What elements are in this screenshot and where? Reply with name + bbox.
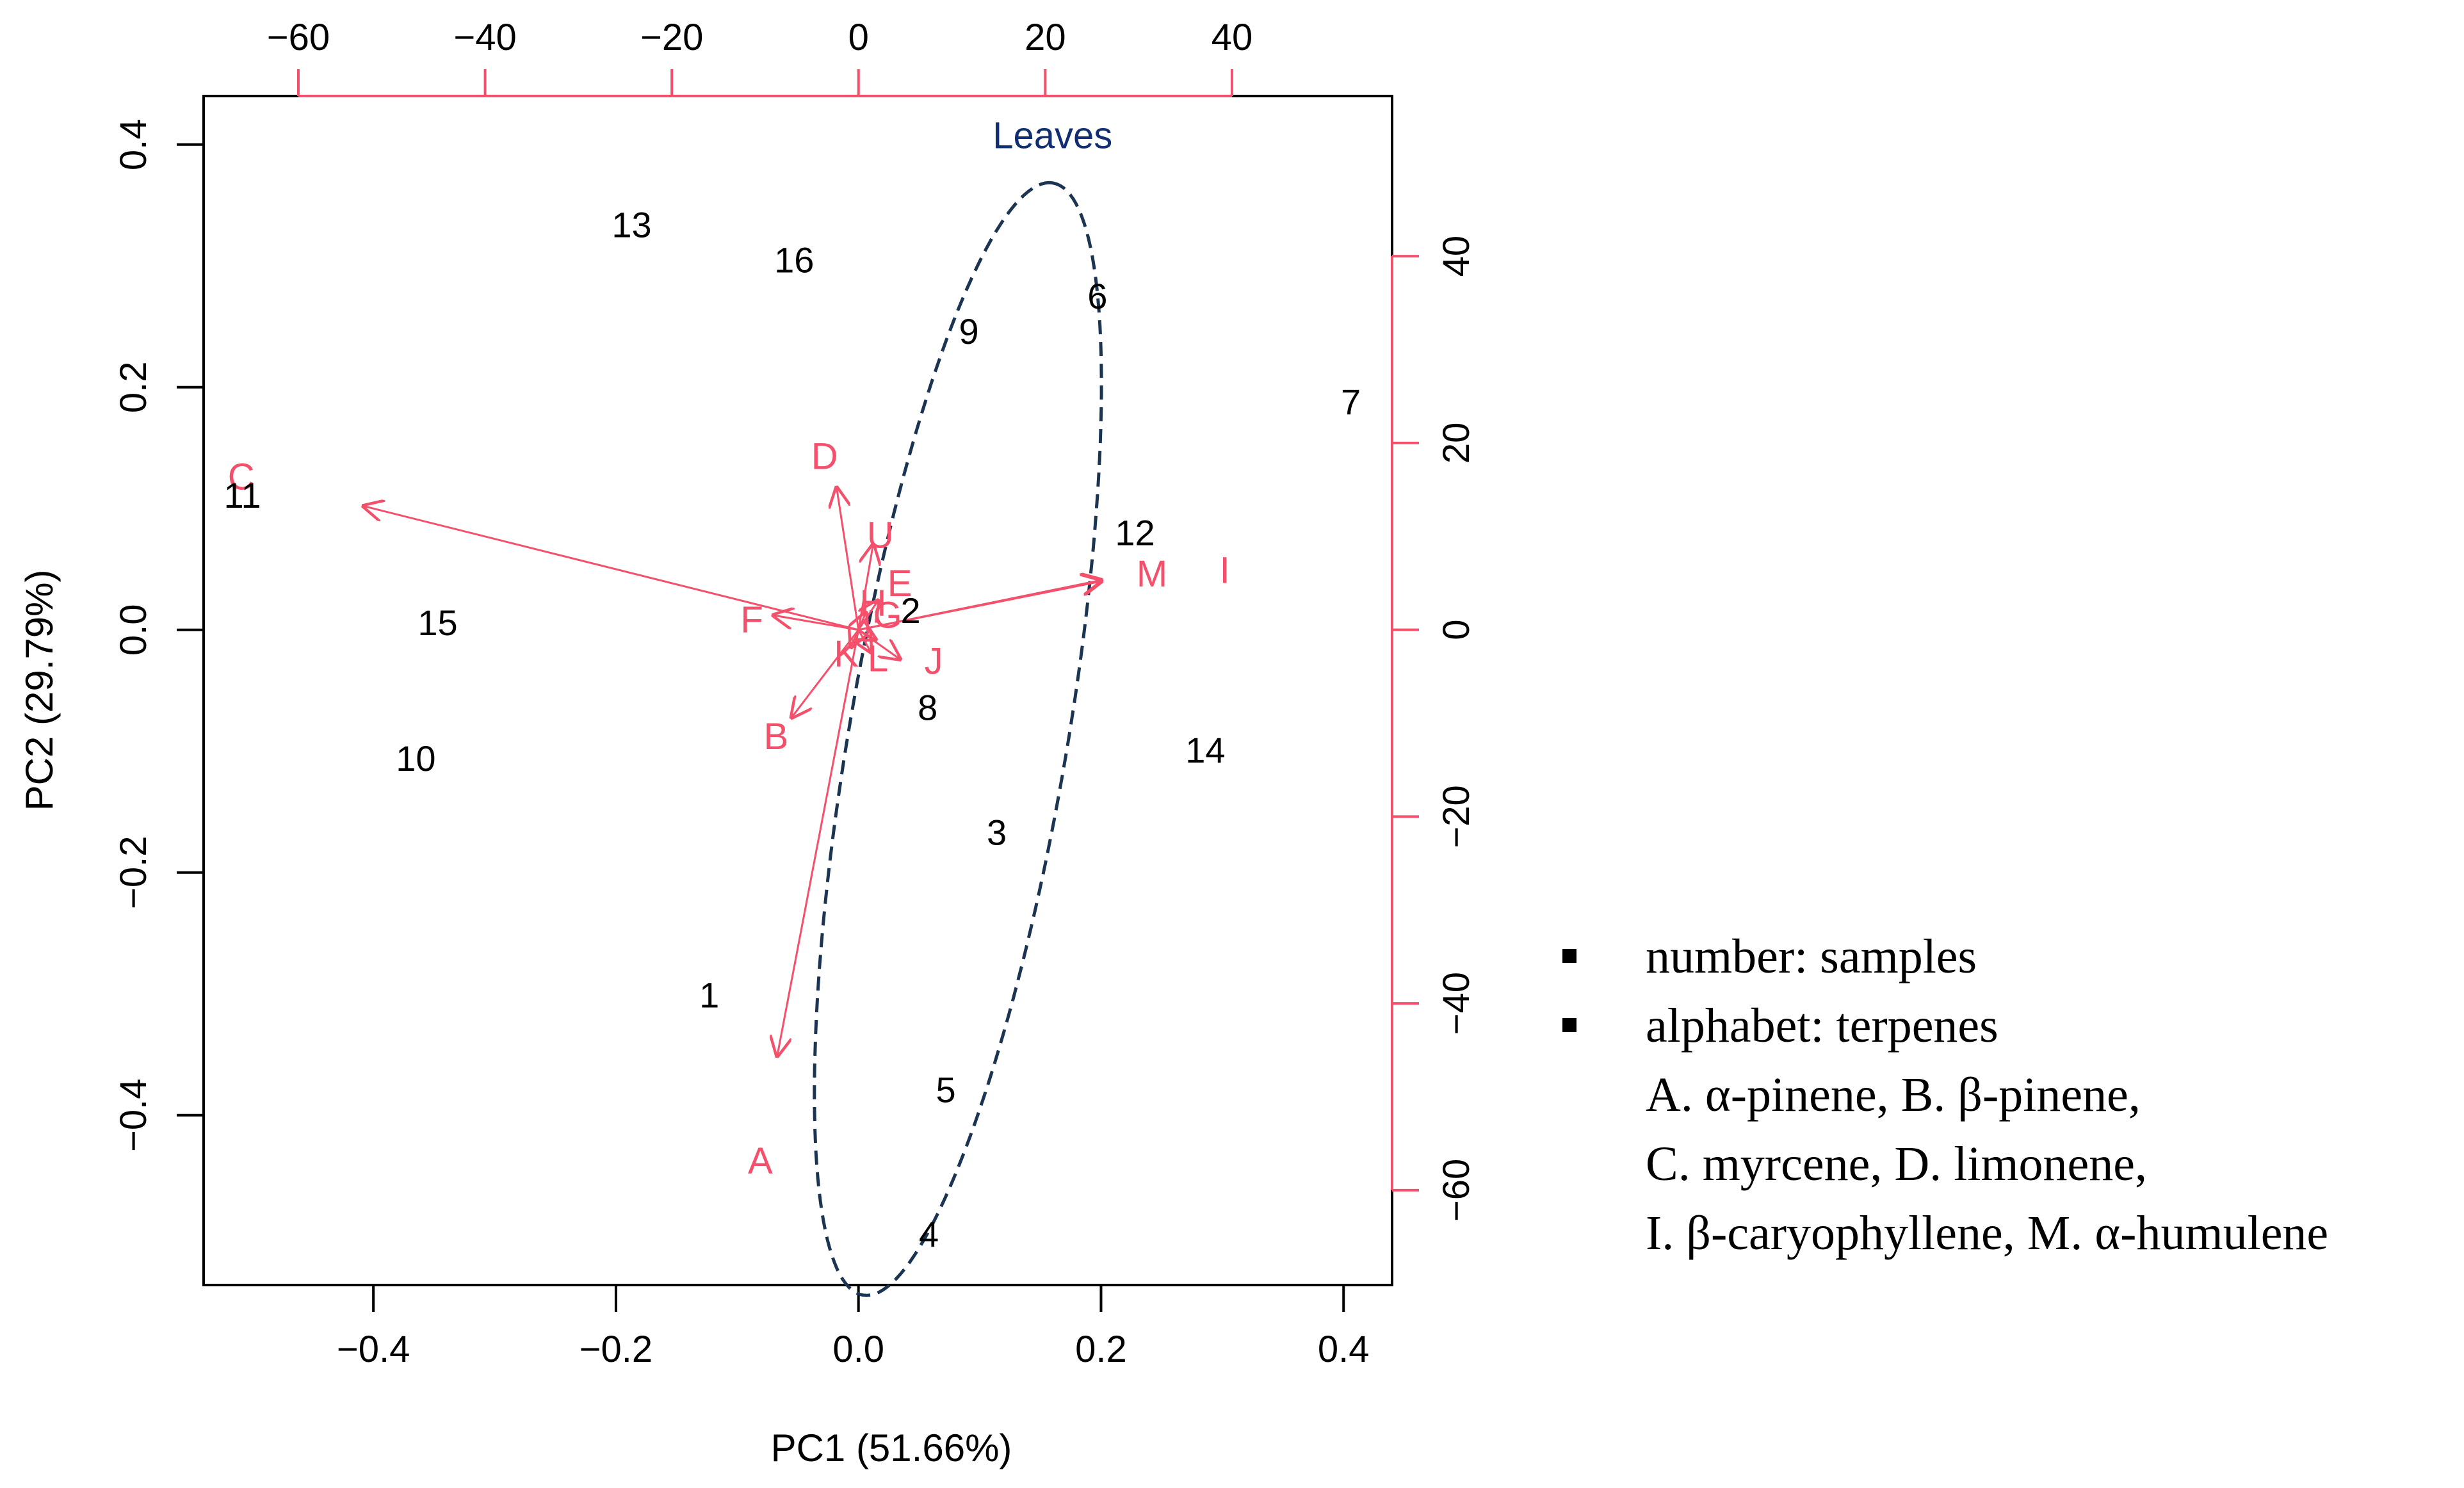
sample-label-10: 10	[396, 738, 435, 779]
top-tick-label: 40	[1212, 17, 1253, 58]
sample-label-6: 6	[1087, 276, 1107, 316]
legend-item-terpenes: alphabet: terpenes	[1562, 991, 2328, 1060]
top-tick-label: 0	[848, 17, 869, 58]
loading-label-d: D	[811, 435, 838, 477]
sample-label-4: 4	[919, 1214, 939, 1254]
loading-arrow-l	[859, 630, 871, 652]
sample-label-9: 9	[959, 311, 978, 352]
loading-label-j: J	[925, 641, 943, 683]
sample-label-15: 15	[417, 602, 457, 643]
y-tick-label: 0.2	[113, 361, 154, 413]
loading-label-l: L	[868, 638, 888, 680]
sample-label-16: 16	[774, 239, 814, 280]
loading-arrow-b	[792, 629, 859, 717]
sample-label-12: 12	[1115, 513, 1155, 553]
legend: number: samples alphabet: terpenes A. α-…	[1562, 922, 2328, 1268]
legend-item-samples: number: samples	[1562, 922, 2328, 991]
sample-label-3: 3	[987, 813, 1007, 853]
top-tick-label: −20	[640, 17, 703, 58]
x-tick-label: 0.0	[832, 1329, 884, 1370]
loading-label-g: G	[873, 595, 902, 636]
right-tick-label: 40	[1436, 236, 1477, 277]
top-tick-label: 20	[1025, 17, 1066, 58]
loading-arrow-a	[777, 629, 860, 1056]
loading-label-e: E	[888, 563, 912, 604]
loading-label-f: F	[740, 599, 763, 641]
y-tick-label: −0.2	[113, 836, 154, 909]
legend-line-cd: C. myrcene, D. limonene,	[1646, 1137, 2148, 1191]
legend-bullet-icon	[1562, 949, 1576, 963]
loading-label-m: M	[1137, 553, 1167, 595]
leaves-ellipse-layer: Leaves	[813, 115, 1112, 1297]
loading-label-k: K	[834, 633, 859, 675]
leaves-ellipse	[813, 181, 1103, 1297]
right-tick-label: −60	[1436, 1159, 1477, 1222]
sample-label-7: 7	[1341, 382, 1361, 422]
right-tick-label: 0	[1436, 620, 1477, 640]
axes-layer: −0.4 −0.2 0.0 0.2 0.4 −0.4 −0.2 0.0 0.2 0.4 −60 −40…	[113, 17, 1477, 1370]
loading-label-u: U	[867, 514, 894, 556]
loading-label-i: I	[1220, 549, 1230, 591]
sample-label-2: 2	[901, 590, 921, 631]
right-tick-label: −40	[1436, 972, 1477, 1035]
x-axis-label: PC1 (51.66%)	[771, 1427, 1012, 1469]
sample-label-1: 1	[699, 975, 719, 1015]
sample-label-14: 14	[1185, 730, 1225, 770]
y-axis-label: PC2 (29.79%)	[18, 570, 61, 811]
sample-label-8: 8	[918, 688, 937, 728]
top-tick-label: −60	[267, 17, 330, 58]
loading-arrow-m	[858, 581, 1101, 631]
x-tick-label: −0.4	[337, 1329, 410, 1370]
sample-label-5: 5	[936, 1069, 955, 1110]
x-tick-label: 0.4	[1318, 1329, 1370, 1370]
legend-line-im: I. β-caryophyllene, M. α-humulene	[1646, 1206, 2329, 1260]
x-tick-label: −0.2	[580, 1329, 653, 1370]
loading-label-c: C	[228, 456, 255, 497]
top-tick-label: −40	[453, 17, 516, 58]
y-tick-label: −0.4	[113, 1078, 154, 1152]
loading-arrow-d	[837, 488, 860, 630]
sample-label-13: 13	[612, 204, 651, 245]
right-tick-label: 20	[1436, 423, 1477, 464]
loading-label-h: H	[859, 583, 886, 624]
legend-bullet-icon	[1562, 1018, 1576, 1032]
leaves-ellipse-label: Leaves	[993, 115, 1112, 156]
right-tick-label: −20	[1436, 785, 1477, 848]
x-tick-label: 0.2	[1075, 1329, 1127, 1370]
loading-label-a: A	[748, 1140, 773, 1182]
loading-arrow-f	[774, 615, 859, 631]
y-tick-label: 0.4	[113, 118, 154, 170]
sample-label-11: 11	[224, 475, 261, 515]
legend-line-ab: A. α-pinene, B. β-pinene,	[1646, 1068, 2141, 1122]
loading-label-b: B	[764, 716, 789, 757]
y-tick-label: 0.0	[113, 604, 154, 656]
